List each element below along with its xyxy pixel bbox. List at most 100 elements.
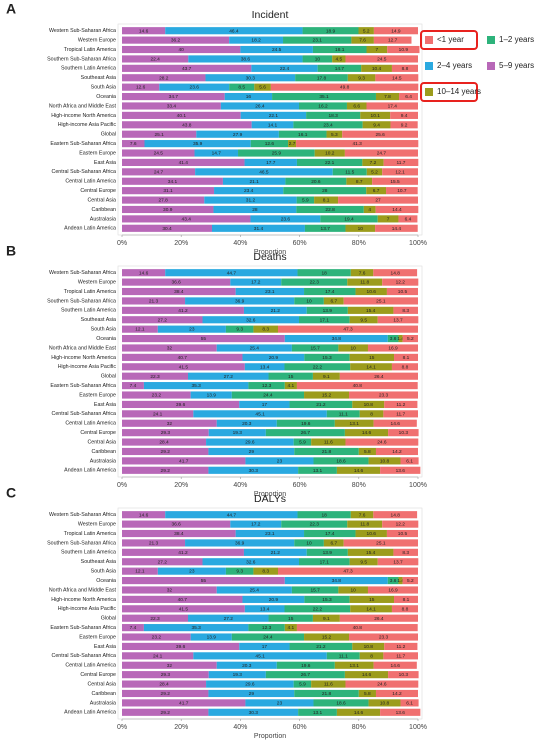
category-label: Eastern Sub-Saharan Africa xyxy=(50,141,116,147)
bar-segment xyxy=(349,316,378,324)
data-label: 9.4 xyxy=(401,113,408,119)
category-label: Central Sub-Saharan Africa xyxy=(52,411,117,417)
bar-segment xyxy=(122,558,203,566)
data-label: 47.3 xyxy=(343,569,353,575)
data-label: 41.2 xyxy=(178,308,188,314)
bar-segment xyxy=(386,287,418,296)
data-label: 13.4 xyxy=(260,364,270,370)
bar-segment xyxy=(122,287,236,296)
data-label: 29.2 xyxy=(161,710,171,716)
category-label: Eastern Europe xyxy=(79,392,116,398)
bar-segment xyxy=(304,529,356,538)
data-label: 41.2 xyxy=(178,550,188,556)
data-label: 7.8 xyxy=(384,94,391,100)
bar-segment xyxy=(306,111,361,119)
data-label: 55 xyxy=(201,336,207,342)
data-label: 41.4 xyxy=(179,160,189,166)
bar-segment xyxy=(343,539,418,547)
bar-segment xyxy=(386,187,418,195)
data-label: 46.4 xyxy=(229,28,239,34)
data-label: 22.4 xyxy=(280,66,290,72)
data-label: 10.8 xyxy=(364,402,374,408)
bar-segment xyxy=(208,708,299,716)
category-label: Australasia xyxy=(90,700,116,706)
panel-label: A xyxy=(6,1,16,17)
data-label: 35.3 xyxy=(191,625,201,631)
category-label: Southeast Asia xyxy=(81,317,116,323)
bar-segment xyxy=(338,344,368,352)
bar-segment xyxy=(122,83,160,91)
data-label: 19.6 xyxy=(301,663,311,669)
bar-segment xyxy=(206,680,294,688)
bar-segment xyxy=(299,316,350,324)
data-label: 18.6 xyxy=(336,700,346,706)
bar-segment xyxy=(122,576,285,585)
data-label: 10.8 xyxy=(380,700,390,706)
bar-segment xyxy=(270,83,419,91)
x-tick-label: 100% xyxy=(409,482,427,489)
data-label: 12.1 xyxy=(395,169,405,175)
bar-segment xyxy=(382,168,418,176)
bar-segment xyxy=(239,642,290,651)
data-label: 14.6 xyxy=(362,430,372,436)
bar-segment xyxy=(388,429,419,437)
bar-segment xyxy=(122,652,194,660)
bar-segment xyxy=(254,83,271,91)
data-label: 11.1 xyxy=(339,653,348,659)
data-label: 16.9 xyxy=(388,346,398,352)
bar-segment xyxy=(339,614,418,622)
data-label: 5.8 xyxy=(364,691,371,697)
data-label: 38.4 xyxy=(174,531,184,537)
data-label: 8.3 xyxy=(402,550,409,556)
data-label: 13.1 xyxy=(350,663,360,669)
bar-segment xyxy=(122,400,240,409)
bar-segment xyxy=(242,353,305,361)
data-label: 10 xyxy=(315,56,321,62)
bar-segment xyxy=(347,306,394,314)
data-label: 19.3 xyxy=(233,672,243,678)
x-tick-label: 40% xyxy=(233,482,247,489)
data-label: 39.6 xyxy=(176,644,186,650)
bar-segment xyxy=(352,400,385,409)
bar-segment xyxy=(313,457,369,465)
data-label: 22.3 xyxy=(310,280,320,286)
x-tick-label: 80% xyxy=(352,724,366,731)
data-label: 33.4 xyxy=(167,104,177,110)
data-label: 24.5 xyxy=(377,56,387,62)
x-tick-label: 60% xyxy=(293,482,307,489)
data-label: 14.1 xyxy=(268,122,278,128)
data-label: 10.9 xyxy=(399,47,409,53)
bar-segment xyxy=(122,567,158,575)
data-label: 5.2 xyxy=(371,169,378,175)
data-label: 17.2 xyxy=(251,522,261,528)
bar-segment xyxy=(122,140,145,148)
data-label: 23 xyxy=(277,700,283,706)
bar-segment xyxy=(284,382,297,390)
data-label: 23.4 xyxy=(244,188,254,194)
data-label: 9.2 xyxy=(401,122,408,128)
legend-swatch xyxy=(425,62,433,70)
bar-segment xyxy=(122,334,285,343)
bar-segment xyxy=(250,140,289,148)
data-label: 26.7 xyxy=(301,672,311,678)
data-label: 16.1 xyxy=(298,132,308,138)
bar-segment xyxy=(122,511,166,519)
data-label: 11.5 xyxy=(345,169,354,175)
bar-segment xyxy=(289,400,353,409)
data-label: 17.4 xyxy=(325,289,335,295)
data-label: 15.5 xyxy=(390,179,400,185)
data-label: 41.5 xyxy=(179,364,189,370)
bar-segment xyxy=(122,466,209,474)
data-label: 23.6 xyxy=(190,85,200,91)
data-label: 16 xyxy=(246,94,252,100)
bar-segment xyxy=(326,130,343,138)
bar-segment xyxy=(122,306,244,314)
data-label: 15.7 xyxy=(310,346,320,352)
bar-segment xyxy=(295,74,348,82)
bar-segment xyxy=(213,205,297,214)
bar-segment xyxy=(244,605,285,613)
data-label: 12.2 xyxy=(396,522,406,528)
data-label: 21.8 xyxy=(322,691,332,697)
data-label: 24.6 xyxy=(377,440,387,446)
data-label: 9.4 xyxy=(373,122,380,128)
